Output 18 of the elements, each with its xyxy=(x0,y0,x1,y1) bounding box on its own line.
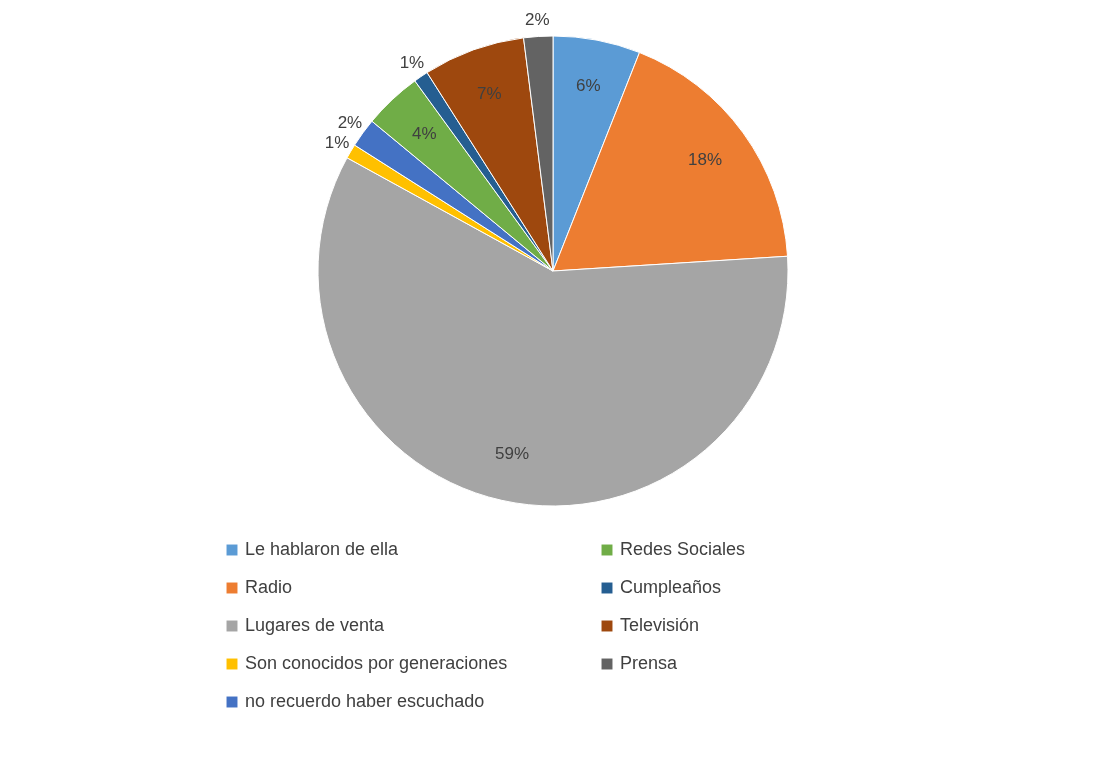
legend-label: Televisión xyxy=(620,615,700,635)
legend-label: Son conocidos por generaciones xyxy=(245,653,508,673)
data-label: 1% xyxy=(324,133,350,153)
data-label: 2% xyxy=(524,10,550,30)
legend-label: Le hablaron de ella xyxy=(245,539,400,559)
data-label: 18% xyxy=(688,150,723,170)
data-label: 2% xyxy=(337,113,363,133)
data-label: 6% xyxy=(575,76,601,96)
data-label: 7% xyxy=(477,84,502,104)
legend-label: Radio xyxy=(245,577,293,597)
data-label: 59% xyxy=(494,444,529,464)
legend-label: Redes Sociales xyxy=(620,539,746,559)
legend-label: Cumpleaños xyxy=(620,577,722,597)
legend-label: Prensa xyxy=(620,653,679,673)
legend-label: no recuerdo haber escuchado xyxy=(245,691,485,711)
data-label: 4% xyxy=(412,123,437,143)
data-label: 1% xyxy=(399,53,425,73)
legend-label: Lugares de venta xyxy=(245,615,386,635)
